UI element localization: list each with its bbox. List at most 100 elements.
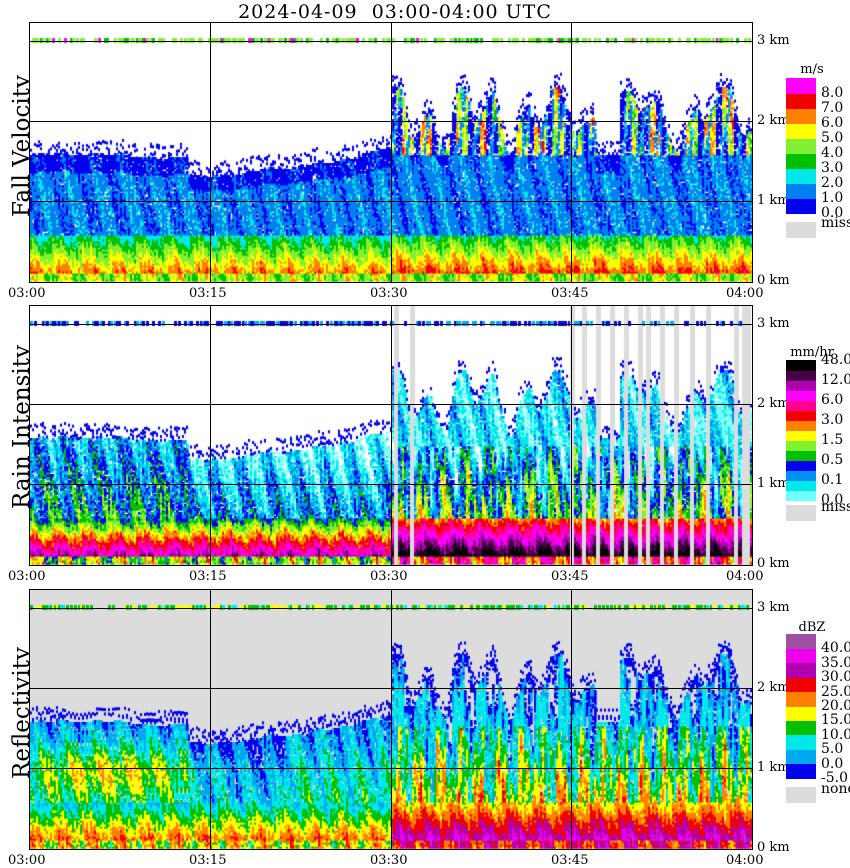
colorbar-tick-label: 10.0 (821, 726, 850, 743)
ytick-0km-p3: 0 km (757, 840, 790, 855)
colorbar-swatch (786, 360, 816, 371)
colorbar-none-label-p3: none (821, 781, 850, 797)
colorbar-tick-label: 1.0 (821, 190, 844, 206)
colorbar-miss-swatch-p1 (786, 222, 816, 238)
figure-title: 2024-04-09 03:00-04:00 UTC (238, 1, 552, 23)
colorbar-tick-label: -5.0 (821, 770, 848, 786)
colorbar-reflectivity: -5.0 0.0 5.0 10.0 15.0 20.0 25.0 30.0 35.0 40.0 (786, 634, 850, 786)
colorbar-swatch (786, 430, 816, 441)
panel-fall-velocity (29, 22, 753, 283)
colorbar-swatch (786, 691, 816, 707)
xtick-0345-p3: 03:45 (551, 853, 589, 868)
colorbar-tick-label: 0.0 (821, 205, 844, 221)
colorbar-swatch (786, 153, 816, 169)
colorbar-swatch (786, 720, 816, 736)
ytick-3km-p3: 3 km (757, 600, 790, 615)
panel-rain-intensity (29, 305, 753, 566)
colorbar-swatch (786, 370, 816, 381)
colorbar-swatch (786, 490, 816, 501)
colorbar-swatch (786, 123, 816, 139)
ytick-0km-p1: 0 km (757, 273, 790, 288)
colorbar-tick-label: 15.0 (821, 712, 850, 729)
reflectivity-heatmap (30, 590, 752, 849)
colorbar-swatch (786, 480, 816, 491)
colorbar-swatch (786, 168, 816, 184)
colorbar-swatch (786, 706, 816, 721)
xtick-0400-p2: 04:00 (726, 569, 764, 584)
colorbar-swatch (786, 662, 816, 678)
xtick-0330-p1: 03:30 (370, 286, 408, 301)
ytick-0km-p2: 0 km (757, 556, 790, 571)
colorbar-units-dbz: dBZ (798, 620, 826, 635)
colorbar-none-swatch-p3 (786, 787, 816, 803)
colorbar-units-ms: m/s (800, 62, 824, 77)
colorbar-swatch (786, 648, 816, 664)
colorbar-swatch (786, 183, 816, 199)
colorbar-units-mmhr: mm/hr (790, 345, 834, 360)
xtick-0345-p2: 03:45 (551, 569, 589, 584)
colorbar-tick-label: 5.0 (821, 741, 844, 758)
colorbar-swatch (786, 400, 816, 411)
xtick-0315-p1: 03:15 (189, 286, 227, 301)
colorbar-tick-label: 0.0 (821, 755, 844, 772)
colorbar-tick-label: 48.0 (821, 352, 850, 368)
ytick-1km-p1: 1 km (757, 193, 790, 208)
colorbar-tick-label: 4.0 (821, 145, 844, 161)
colorbar-tick-label: 0.5 (821, 452, 844, 468)
ytick-2km-p2: 2 km (757, 396, 790, 411)
colorbar-tick-label: 40.0 (821, 640, 850, 657)
colorbar-tick-label: 6.0 (821, 392, 844, 408)
colorbar-tick-label: 12.0 (821, 372, 850, 388)
xtick-0400-p3: 04:00 (726, 853, 764, 868)
xtick-0400-p1: 04:00 (726, 286, 764, 301)
colorbar-swatch (786, 410, 816, 421)
colorbar-tick-label: 20.0 (821, 698, 850, 714)
colorbar-tick-label: 7.0 (821, 100, 844, 116)
xtick-0330-p3: 03:30 (370, 853, 408, 868)
colorbar-swatch (786, 138, 816, 154)
colorbar-tick-label: 8.0 (821, 85, 844, 101)
colorbar-swatch (786, 450, 816, 461)
colorbar-tick-label: 35.0 (821, 654, 850, 671)
xtick-0300-p1: 03:00 (8, 286, 46, 301)
colorbar-tick-label: 2.0 (821, 175, 844, 191)
ytick-2km-p3: 2 km (757, 680, 790, 695)
colorbar-tick-label: 0.0 (821, 492, 844, 508)
colorbar-swatch (786, 420, 816, 431)
colorbar-tick-label: 3.0 (821, 412, 844, 428)
colorbar-swatch (786, 749, 816, 765)
colorbar-tick-label: 25.0 (821, 683, 850, 700)
colorbar-swatch (786, 677, 816, 693)
colorbar-tick-label: 5.0 (821, 130, 844, 146)
colorbar-swatch (786, 734, 816, 750)
colorbar-tick-label: 6.0 (821, 115, 844, 131)
ytick-3km-p1: 3 km (757, 33, 790, 48)
ytick-1km-p3: 1 km (757, 760, 790, 775)
colorbar-swatch (786, 440, 816, 451)
ytick-2km-p1: 2 km (757, 113, 790, 128)
xtick-0300-p3: 03:00 (8, 853, 46, 868)
colorbar-fall-velocity: 0.0 1.0 2.0 3.0 4.0 5.0 6.0 7.0 8.0 (786, 78, 843, 221)
colorbar-tick-label: 3.0 (821, 160, 844, 176)
colorbar-swatch (786, 108, 816, 124)
colorbar-swatch (786, 390, 816, 401)
colorbar-swatch (786, 763, 816, 779)
colorbar-rain-intensity: 0.0 0.1 0.5 1.5 3.0 6.0 12.0 48.0 (786, 352, 850, 508)
colorbar-miss-label-p1: miss (821, 215, 850, 231)
colorbar-swatch (786, 470, 816, 481)
colorbar-swatch (786, 93, 816, 109)
panel-reflectivity (29, 589, 753, 850)
ytick-1km-p2: 1 km (757, 476, 790, 491)
colorbar-miss-swatch-p2 (786, 505, 816, 521)
rain-intensity-heatmap (30, 306, 752, 565)
fall-velocity-heatmap (30, 23, 752, 282)
colorbar-tick-label: 1.5 (821, 432, 844, 448)
xtick-0345-p1: 03:45 (551, 286, 589, 301)
xtick-0300-p2: 03:00 (8, 569, 46, 584)
colorbar-swatch (786, 198, 816, 214)
colorbar-swatch (786, 634, 816, 649)
colorbar-swatch (786, 380, 816, 391)
ytick-3km-p2: 3 km (757, 316, 790, 331)
xtick-0315-p3: 03:15 (189, 853, 227, 868)
